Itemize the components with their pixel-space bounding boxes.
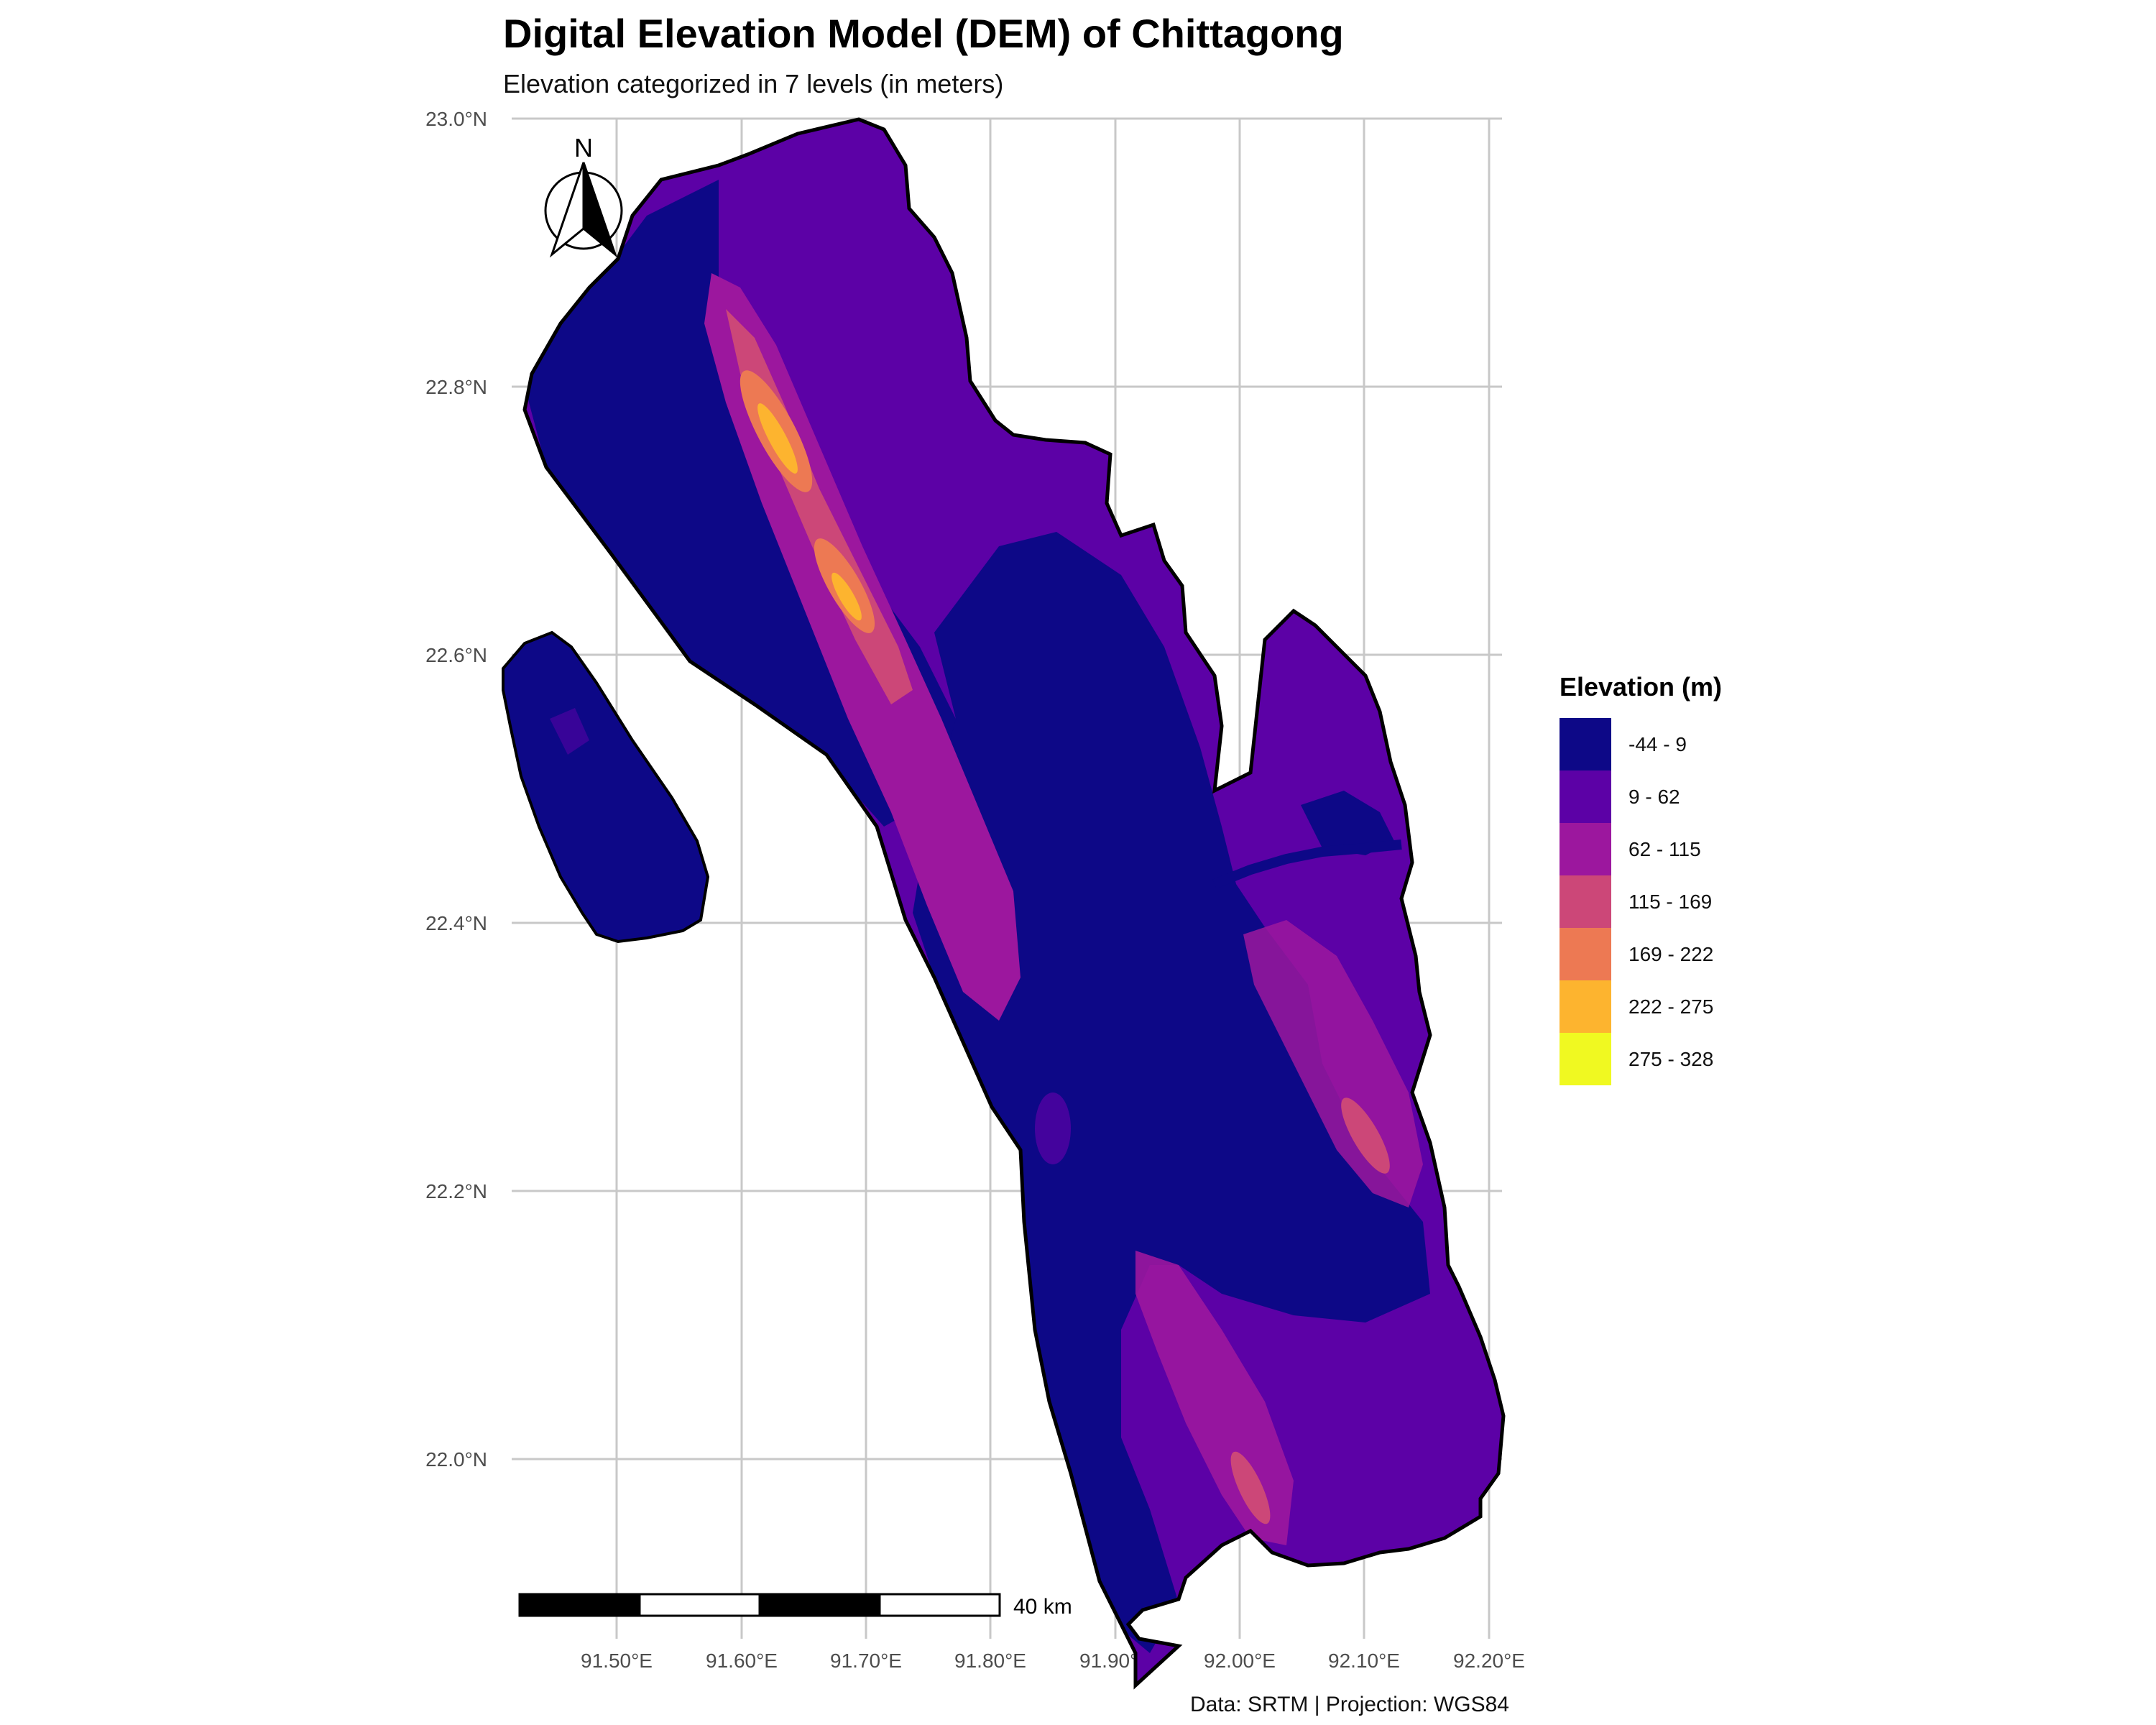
legend-swatch	[1560, 875, 1611, 928]
x-tick-label: 91.70°E	[830, 1650, 902, 1672]
scale-bar: 40 km	[518, 1593, 1072, 1619]
legend-label: 222 - 275	[1628, 995, 1714, 1018]
hills-south-peak	[1230, 1451, 1271, 1524]
scale-bar-label: 40 km	[1013, 1595, 1072, 1619]
north-arrow-icon	[544, 162, 623, 258]
legend-item: 62 - 115	[1560, 823, 1722, 875]
x-tick-label: 91.60°E	[706, 1650, 778, 1672]
north-arrow-label: N	[574, 133, 593, 162]
hills-east-peak	[1341, 1098, 1390, 1174]
legend-swatch	[1560, 1033, 1611, 1085]
x-tick-label: 92.20°E	[1453, 1650, 1525, 1672]
data-source-caption: Data: SRTM | Projection: WGS84	[1189, 1693, 1509, 1716]
y-tick-label: 22.6°N	[425, 644, 487, 666]
y-tick-label: 22.8°N	[425, 376, 487, 398]
legend-label: 62 - 115	[1628, 837, 1701, 860]
y-tick-labels: 23.0°N 22.8°N 22.6°N 22.4°N 22.2°N 22.0°…	[425, 108, 487, 1471]
legend-item: 115 - 169	[1560, 875, 1722, 928]
legend-item: 275 - 328	[1560, 1033, 1722, 1085]
legend-label: 169 - 222	[1628, 942, 1714, 965]
lowland-lake	[1035, 1092, 1071, 1164]
x-tick-labels: 91.50°E 91.60°E 91.70°E 91.80°E 91.90°E …	[581, 1650, 1525, 1672]
legend-label: 9 - 62	[1628, 785, 1680, 808]
x-tick-label: 92.00°E	[1204, 1650, 1276, 1672]
north-arrow: N	[544, 133, 623, 258]
ridge-peak-north-top	[757, 403, 798, 474]
scale-bar-segment	[878, 1593, 1001, 1617]
legend-label: -44 - 9	[1628, 732, 1687, 755]
legend-swatch	[1560, 770, 1611, 823]
x-tick-label: 91.50°E	[581, 1650, 653, 1672]
map-title: Digital Elevation Model (DEM) of Chittag…	[503, 11, 1344, 56]
map-subtitle: Elevation categorized in 7 levels (in me…	[503, 69, 1004, 98]
x-tick-label: 91.80°E	[954, 1650, 1026, 1672]
mainland-border	[522, 117, 1506, 1690]
y-tick-label: 22.0°N	[425, 1448, 487, 1471]
legend-item: -44 - 9	[1560, 718, 1722, 770]
island-mid-elevation	[550, 708, 589, 755]
scale-bar-segment	[518, 1593, 641, 1617]
x-tick-label: 92.10°E	[1328, 1650, 1400, 1672]
scale-bar-segment	[638, 1593, 761, 1617]
legend-item: 222 - 275	[1560, 980, 1722, 1033]
ridge-peak-south-top	[831, 572, 862, 621]
legend-item: 9 - 62	[1560, 770, 1722, 823]
legend-item: 169 - 222	[1560, 928, 1722, 980]
lowland-east	[1301, 791, 1394, 855]
lowland-central	[913, 532, 1430, 1653]
legend-swatch	[1560, 718, 1611, 770]
legend-swatch	[1560, 823, 1611, 875]
island-region	[502, 630, 710, 944]
island-shape	[502, 630, 710, 944]
y-tick-label: 22.4°N	[425, 912, 487, 934]
river-channel	[1212, 840, 1402, 889]
legend: Elevation (m) -44 - 9 9 - 62 62 - 115 11…	[1560, 672, 1722, 1085]
legend-label: 115 - 169	[1628, 890, 1713, 913]
mainland-region	[522, 117, 1506, 1690]
scale-bar-segment	[758, 1593, 881, 1617]
legend-swatch	[1560, 928, 1611, 980]
y-tick-label: 23.0°N	[425, 108, 487, 130]
legend-title: Elevation (m)	[1560, 672, 1723, 702]
y-tick-label: 22.2°N	[425, 1180, 487, 1202]
legend-label: 275 - 328	[1628, 1047, 1714, 1070]
legend-swatch	[1560, 980, 1611, 1033]
